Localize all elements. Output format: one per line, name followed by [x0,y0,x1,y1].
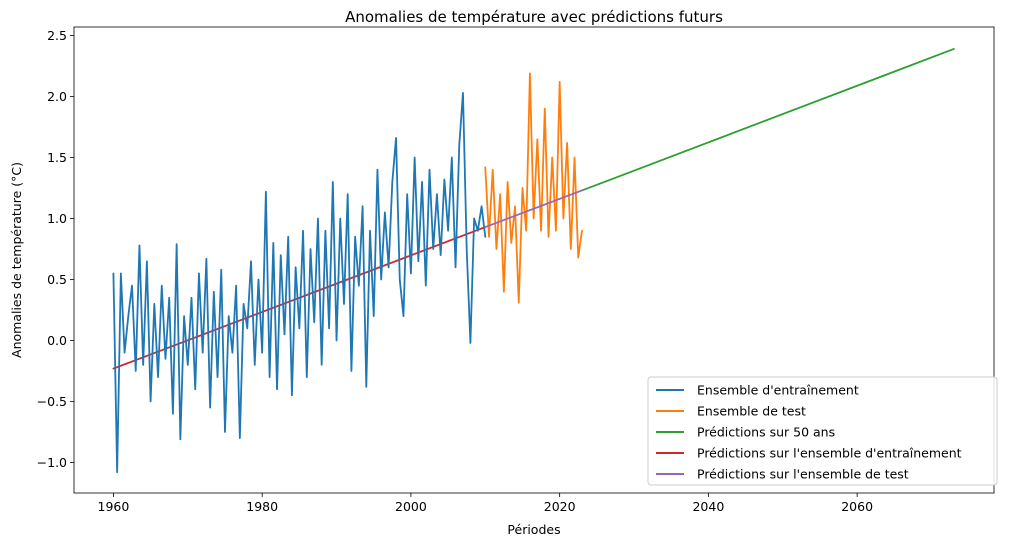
x-tick-label: 2020 [544,499,576,514]
legend: Ensemble d'entraînement Ensemble de test P… [647,376,998,486]
x-tick-label: 1960 [98,499,130,514]
legend-label-train_pred: Prédictions sur l'ensemble d'entraînemen… [697,446,962,461]
legend-label-forecast: Prédictions sur 50 ans [697,425,835,440]
chart-title: Anomalies de température avec prédiction… [345,8,723,26]
y-axis-ticks: −1.0 −0.5 0.0 0.5 1.0 1.5 2.0 2.5 [37,28,74,470]
y-tick-label: 1.0 [47,211,67,226]
x-axis-ticks: 1960 1980 2000 2020 2040 2060 [98,493,873,514]
x-axis-title: Périodes [507,522,560,537]
y-tick-label: 0.5 [47,272,67,287]
series-line-train_pred [112,226,487,370]
y-axis-title: Anomalies de température (°C) [9,162,24,358]
series-line-train [112,91,487,474]
series-line-test_pred [484,189,583,228]
legend-label-test: Ensemble de test [697,404,806,419]
x-tick-label: 2060 [841,499,873,514]
y-tick-label: 0.0 [47,333,67,348]
legend-box [647,376,998,486]
legend-label-test_pred: Prédictions sur l'ensemble de test [697,467,909,482]
series-line-forecast [581,48,955,192]
x-tick-label: 2000 [395,499,427,514]
y-tick-label: 1.5 [47,150,67,165]
legend-label-train: Ensemble d'entraînement [697,383,859,398]
y-tick-label: −0.5 [37,394,67,409]
y-tick-label: 2.0 [47,89,67,104]
series-line-test [484,72,583,304]
y-tick-label: −1.0 [37,455,67,470]
x-tick-label: 2040 [692,499,724,514]
y-tick-label: 2.5 [47,28,67,43]
series-layer [112,48,955,474]
x-tick-label: 1980 [246,499,278,514]
